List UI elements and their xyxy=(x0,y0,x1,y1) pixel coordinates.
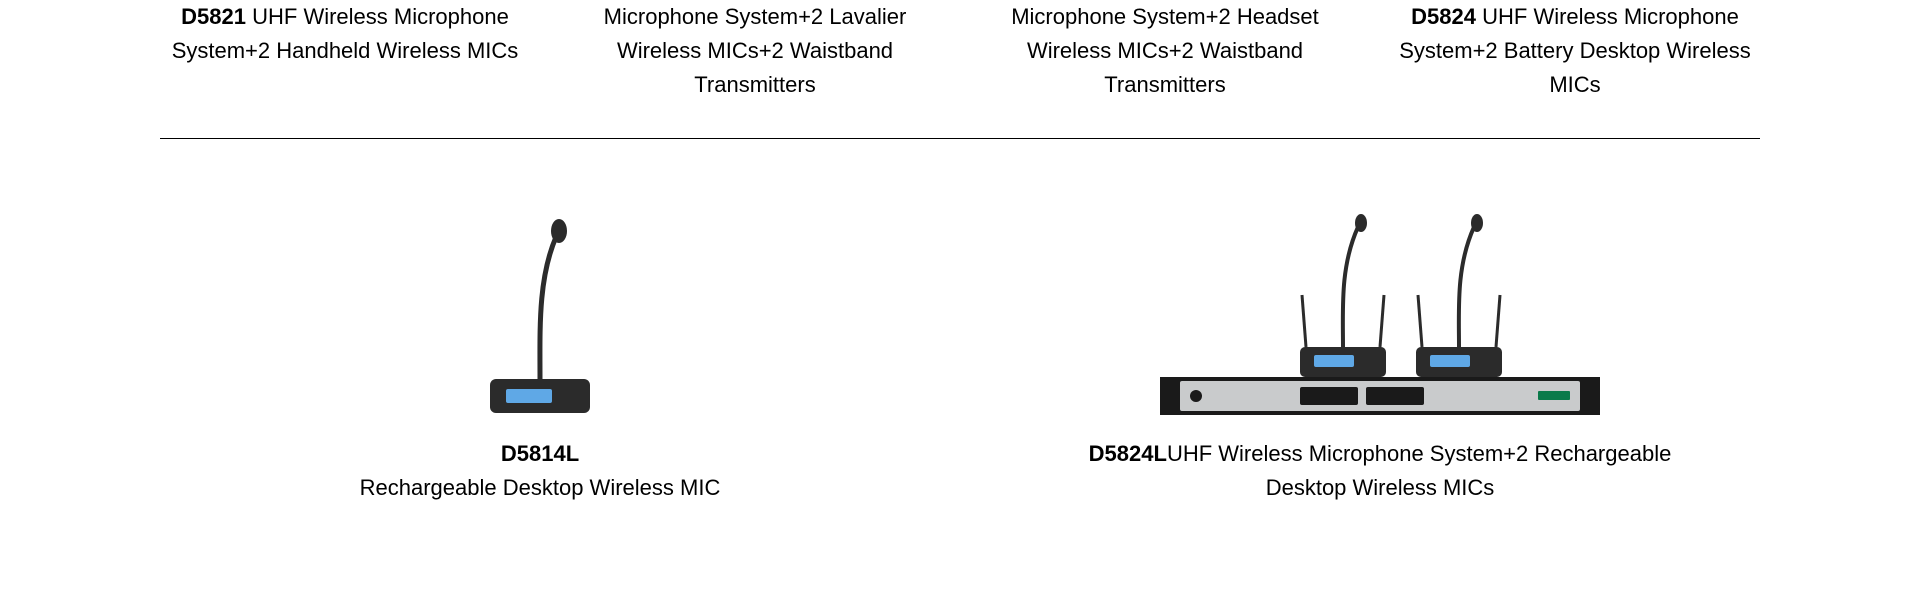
product-caption-2: Microphone System+2 Lavalier Wireless MI… xyxy=(570,0,940,102)
product-desc-line2: Rechargeable Desktop Wireless MIC xyxy=(160,471,920,505)
section-divider xyxy=(160,138,1760,139)
product-desc-line1: UHF Wireless Microphone System+2 Recharg… xyxy=(1167,441,1671,466)
product-desc: Microphone System+2 Lavalier Wireless MI… xyxy=(604,4,907,97)
model-code: D5814L xyxy=(501,441,579,466)
product-d5824l: D5824LUHF Wireless Microphone System+2 R… xyxy=(1000,199,1760,505)
product-desc-line2: Desktop Wireless MICs xyxy=(1000,471,1760,505)
product-image-d5814l xyxy=(160,199,920,419)
product-caption-d5814l: D5814L Rechargeable Desktop Wireless MIC xyxy=(160,437,920,505)
row-1: D5821 UHF Wireless Microphone System+2 H… xyxy=(160,0,1760,138)
mic-system-icon xyxy=(1150,209,1610,419)
product-caption-d5824l: D5824LUHF Wireless Microphone System+2 R… xyxy=(1000,437,1760,505)
product-caption-4: D5824 UHF Wireless Microphone System+2 B… xyxy=(1390,0,1760,102)
model-code: D5821 xyxy=(181,4,246,29)
product-desc: Microphone System+2 Headset Wireless MIC… xyxy=(1011,4,1319,97)
product-caption-1: D5821 UHF Wireless Microphone System+2 H… xyxy=(160,0,530,102)
product-catalog-section: D5821 UHF Wireless Microphone System+2 H… xyxy=(0,0,1920,565)
model-code: D5824L xyxy=(1089,441,1167,466)
model-code: D5824 xyxy=(1411,4,1476,29)
row-2: D5814L Rechargeable Desktop Wireless MIC xyxy=(160,199,1760,505)
product-caption-3: Microphone System+2 Headset Wireless MIC… xyxy=(980,0,1350,102)
desktop-mic-icon xyxy=(460,209,620,419)
product-image-d5824l xyxy=(1000,199,1760,419)
product-d5814l: D5814L Rechargeable Desktop Wireless MIC xyxy=(160,199,920,505)
